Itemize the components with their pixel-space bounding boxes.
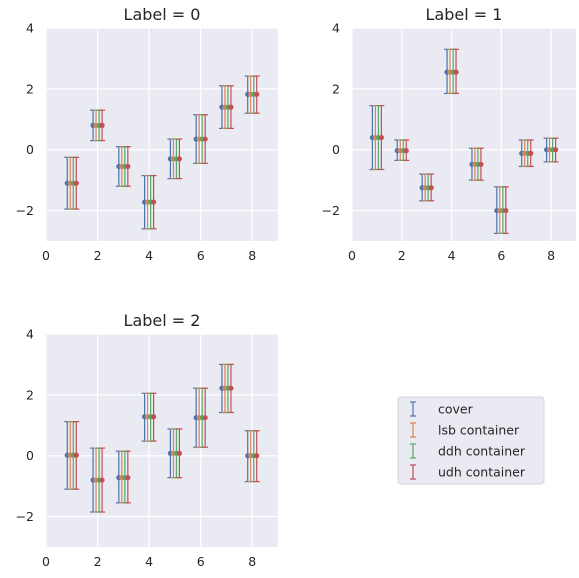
data-point — [478, 161, 484, 167]
data-point — [453, 69, 459, 75]
series-2 — [375, 48, 556, 234]
y-tick-label: 4 — [26, 21, 34, 36]
data-point — [73, 452, 79, 458]
plot-background — [46, 28, 278, 241]
series-1 — [67, 75, 254, 230]
data-point — [176, 156, 182, 162]
x-tick-label: 0 — [348, 248, 356, 263]
x-tick-label: 4 — [448, 248, 456, 263]
x-tick-label: 6 — [497, 248, 505, 263]
series-3 — [378, 48, 559, 234]
legend-handle — [410, 401, 416, 417]
x-tick-label: 2 — [94, 554, 102, 569]
data-point — [254, 91, 260, 97]
x-tick-label: 6 — [197, 554, 205, 569]
panel-title: Label = 1 — [426, 5, 503, 24]
series-3 — [73, 75, 260, 230]
x-tick-label: 8 — [248, 248, 256, 263]
x-tick-label: 6 — [197, 248, 205, 263]
x-tick-label: 0 — [42, 248, 50, 263]
legend-handle — [410, 422, 416, 438]
data-point — [503, 207, 509, 214]
legend-frame — [397, 396, 545, 485]
data-point — [428, 185, 434, 191]
x-tick-label: 2 — [398, 248, 406, 263]
x-tick-label: 4 — [145, 554, 153, 569]
legend-handle — [410, 443, 416, 459]
data-point — [528, 150, 534, 156]
legend-label: ddh container — [438, 444, 526, 459]
panel-2: 0 2 4 6 8 −2 0 2 4 Label = 2 — [16, 311, 278, 569]
chart-panels: 0 2 4 6 8 −2 0 2 4 Label = 0 0 2 4 6 8 −2 0 2 4 Label = 1 0 2… — [16, 5, 576, 569]
data-point — [378, 134, 384, 141]
y-tick-label: 2 — [26, 387, 34, 402]
series-1 — [67, 363, 254, 513]
x-tick-label: 0 — [42, 554, 50, 569]
y-tick-label: 0 — [26, 142, 34, 157]
panel-title: Label = 2 — [124, 311, 201, 330]
legend-label: udh container — [438, 465, 526, 480]
x-tick-label: 8 — [547, 248, 555, 263]
y-tick-label: 2 — [26, 81, 34, 96]
data-point — [99, 477, 105, 483]
x-tick-label: 4 — [145, 248, 153, 263]
panel-title: Label = 0 — [124, 5, 201, 24]
chart-legend: cover lsb container ddh container udh conta… — [397, 396, 545, 485]
x-tick-label: 2 — [94, 248, 102, 263]
data-point — [125, 475, 131, 481]
data-point — [99, 122, 105, 128]
legend-handle — [410, 464, 416, 480]
legend-label: lsb container — [438, 423, 520, 438]
data-point — [176, 450, 182, 456]
data-point — [151, 199, 157, 205]
y-tick-label: 0 — [26, 448, 34, 463]
data-point — [151, 414, 157, 420]
x-tick-label: 8 — [248, 554, 256, 569]
data-point — [73, 180, 79, 186]
panel-0: 0 2 4 6 8 −2 0 2 4 Label = 0 — [16, 5, 278, 263]
legend-label: cover — [438, 402, 474, 417]
data-point — [228, 385, 234, 391]
data-point — [228, 104, 234, 110]
data-point — [254, 453, 260, 459]
y-tick-label: −2 — [16, 509, 34, 524]
y-tick-label: 2 — [332, 81, 340, 96]
y-tick-label: 0 — [332, 142, 340, 157]
y-tick-label: 4 — [26, 327, 34, 342]
plot-background — [46, 334, 278, 547]
series-3 — [73, 363, 260, 513]
y-tick-label: 4 — [332, 21, 340, 36]
data-point — [125, 163, 131, 170]
data-point — [202, 136, 208, 142]
data-point — [553, 147, 559, 153]
y-tick-label: −2 — [322, 203, 340, 218]
data-point — [202, 415, 208, 421]
panel-1: 0 2 4 6 8 −2 0 2 4 Label = 1 — [322, 5, 576, 263]
plot-background — [352, 28, 576, 241]
data-point — [403, 148, 409, 154]
y-tick-label: −2 — [16, 203, 34, 218]
